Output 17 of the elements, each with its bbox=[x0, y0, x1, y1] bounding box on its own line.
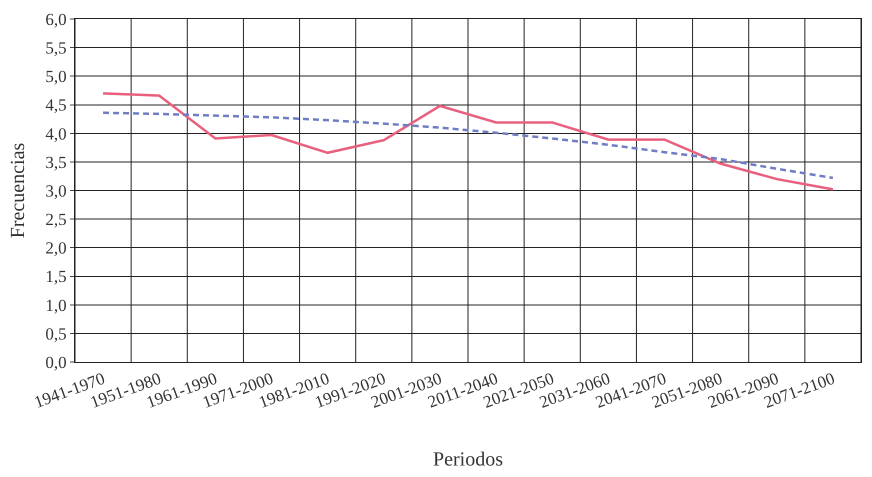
y-axis-title: Frecuencias bbox=[6, 142, 29, 238]
line-series bbox=[102, 112, 834, 180]
y-tick-label: 2,5 bbox=[45, 210, 67, 230]
y-tick-label: 4,0 bbox=[45, 124, 67, 144]
y-tick-label: 0,5 bbox=[45, 324, 67, 344]
y-tick-label: 0,0 bbox=[45, 352, 67, 372]
y-tick-label: 5,5 bbox=[45, 38, 67, 58]
y-tick-label: 1,5 bbox=[45, 267, 67, 286]
y-tick-label: 6,0 bbox=[45, 10, 67, 29]
line-series bbox=[102, 92, 834, 191]
y-tick-label: 2,0 bbox=[45, 238, 67, 258]
y-tick-label: 3,5 bbox=[45, 152, 67, 172]
y-tick-label: 3,0 bbox=[45, 181, 67, 200]
y-tick-label: 5,0 bbox=[45, 67, 67, 86]
y-tick-label: 4,5 bbox=[45, 96, 67, 115]
x-axis-title: Periodos bbox=[433, 448, 504, 470]
y-tick-label: 1,0 bbox=[45, 296, 67, 315]
